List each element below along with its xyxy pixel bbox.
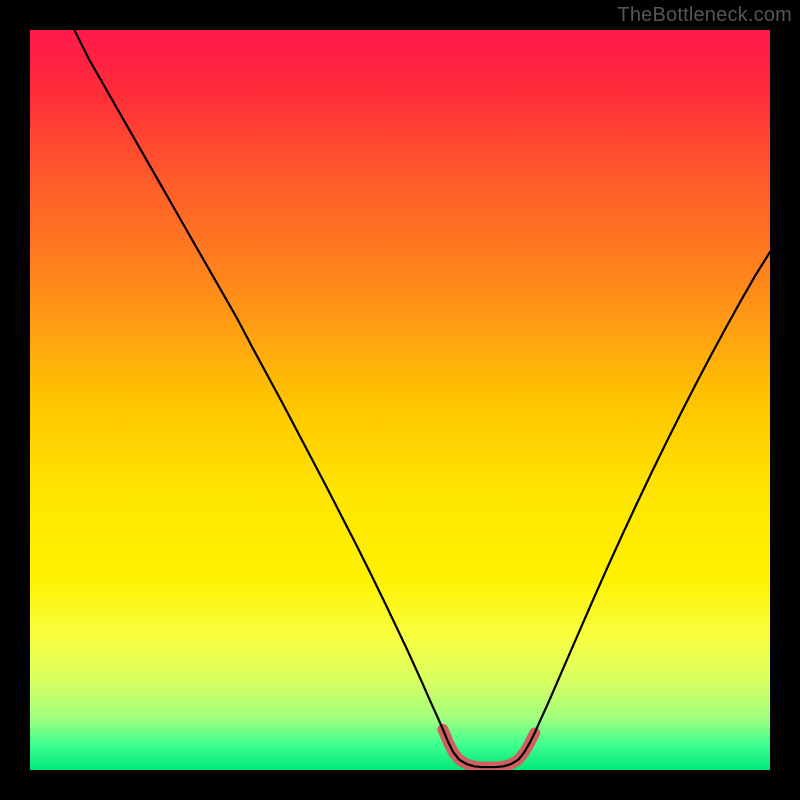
plot-gradient-background xyxy=(30,30,770,770)
chart-container: TheBottleneck.com xyxy=(0,0,800,800)
watermark-text: TheBottleneck.com xyxy=(617,4,792,27)
bottleneck-curve-chart xyxy=(0,0,800,800)
